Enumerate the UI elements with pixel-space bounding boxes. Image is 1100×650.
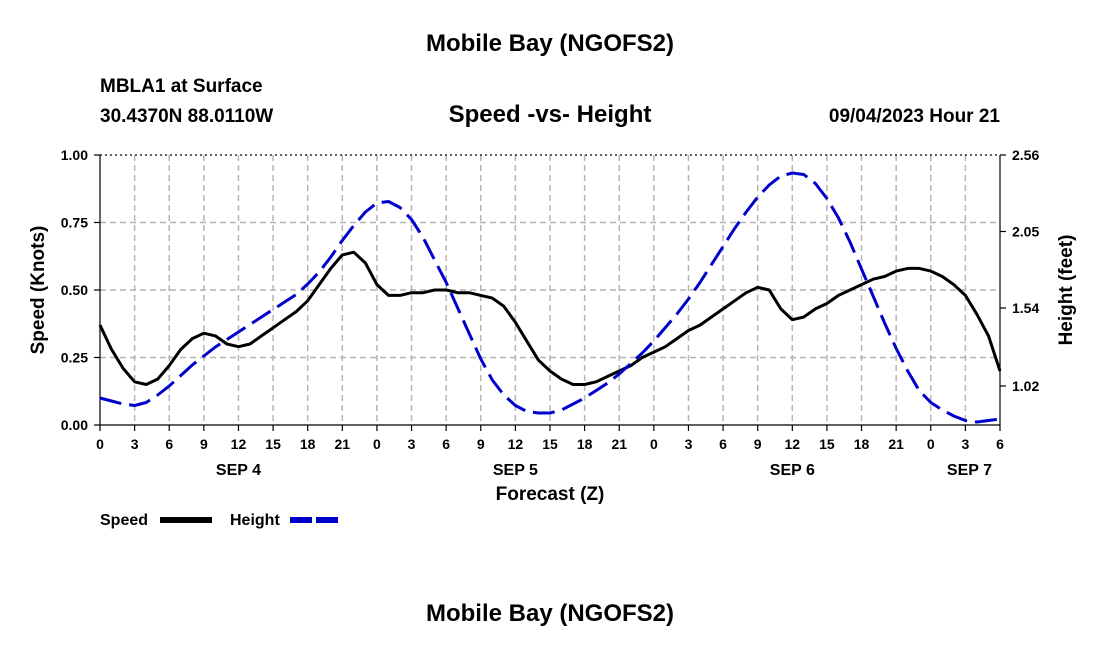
x-tick-label: 9 bbox=[754, 436, 762, 452]
x-tick-label: 12 bbox=[508, 436, 524, 452]
y-tick-label: 0.00 bbox=[61, 417, 88, 433]
x-tick-label: 21 bbox=[888, 436, 904, 452]
x-tick-label: 21 bbox=[335, 436, 351, 452]
x-tick-label: 15 bbox=[819, 436, 835, 452]
legend-label-speed: Speed bbox=[100, 512, 148, 529]
x-tick-label: 18 bbox=[577, 436, 593, 452]
speed-series-line bbox=[98, 250, 1002, 386]
y-tick-label: 0.50 bbox=[61, 282, 88, 298]
x-tick-label: 15 bbox=[542, 436, 558, 452]
x-tick-label: 0 bbox=[373, 436, 381, 452]
x-tick-label: 3 bbox=[961, 436, 969, 452]
page-title: Mobile Bay (NGOFS2) bbox=[425, 30, 675, 57]
x-tick-label: 21 bbox=[611, 436, 627, 452]
x-tick-label: 15 bbox=[265, 436, 281, 452]
y-axis-label: Speed (Knots) bbox=[28, 226, 49, 355]
x-tick-label: 0 bbox=[96, 436, 104, 452]
date-label: SEP 6 bbox=[770, 462, 815, 479]
date-label: SEP 4 bbox=[216, 462, 261, 479]
x-tick-label: 18 bbox=[300, 436, 316, 452]
x-tick-label: 18 bbox=[854, 436, 870, 452]
date-label: SEP 5 bbox=[493, 462, 538, 479]
x-tick-label: 6 bbox=[442, 436, 450, 452]
x-tick-label: 6 bbox=[719, 436, 727, 452]
y2-tick-label: 2.56 bbox=[1012, 147, 1039, 163]
forecast-datetime: 09/04/2023 Hour 21 bbox=[828, 106, 1000, 127]
y2-tick-label: 2.05 bbox=[1012, 224, 1039, 240]
height-series-line bbox=[99, 171, 1001, 424]
x-tick-label: 9 bbox=[477, 436, 485, 452]
y-tick-label: 0.25 bbox=[61, 350, 88, 366]
y-tick-label: 1.00 bbox=[61, 147, 88, 163]
x-tick-label: 3 bbox=[685, 436, 693, 452]
chart-title: Speed -vs- Height bbox=[448, 101, 652, 128]
x-tick-label: 0 bbox=[927, 436, 935, 452]
y-tick-label: 0.75 bbox=[61, 215, 88, 231]
coordinates-label: 30.4370N 88.0110W bbox=[100, 106, 274, 127]
x-tick-label: 9 bbox=[200, 436, 208, 452]
y2-tick-label: 1.02 bbox=[1012, 378, 1039, 394]
y2-axis-label: Height (feet) bbox=[1056, 235, 1077, 346]
footer-title: Mobile Bay (NGOFS2) bbox=[425, 600, 675, 627]
y2-tick-label: 1.54 bbox=[1012, 300, 1039, 316]
x-tick-label: 3 bbox=[408, 436, 416, 452]
x-tick-label: 3 bbox=[131, 436, 139, 452]
x-axis-label: Forecast (Z) bbox=[496, 484, 605, 505]
x-tick-label: 12 bbox=[231, 436, 247, 452]
x-tick-label: 0 bbox=[650, 436, 658, 452]
legend-label-height: Height bbox=[230, 512, 280, 529]
x-tick-label: 6 bbox=[996, 436, 1004, 452]
x-tick-label: 6 bbox=[165, 436, 173, 452]
date-label: SEP 7 bbox=[947, 462, 992, 479]
station-label: MBLA1 at Surface bbox=[100, 76, 263, 97]
x-tick-label: 12 bbox=[785, 436, 801, 452]
